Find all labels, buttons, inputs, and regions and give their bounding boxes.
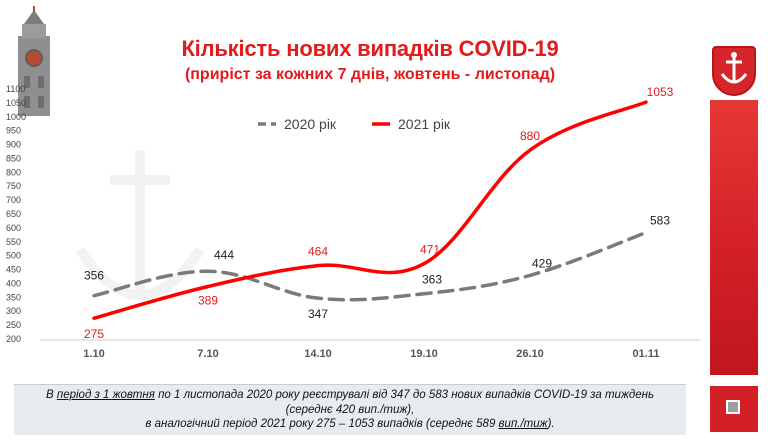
y-tick-label: 250 xyxy=(6,320,21,330)
footer-line3-post: ). xyxy=(547,418,555,430)
city-crest-logo xyxy=(712,46,756,96)
x-tick-label: 19.10 xyxy=(410,348,438,360)
footer-line3-pre: в аналогічний період 2021 року 275 – 105… xyxy=(145,418,499,430)
city-tower-logo xyxy=(18,6,50,116)
footer-line2: (середнє 420 вип./тиж), xyxy=(285,403,415,416)
data-label-2020: 356 xyxy=(84,269,104,283)
data-label-2021: 471 xyxy=(420,243,440,257)
y-tick-label: 1100 xyxy=(6,84,25,94)
x-tick-label: 7.10 xyxy=(197,348,218,360)
data-label-2021: 275 xyxy=(84,327,104,341)
series-2021-line xyxy=(92,100,648,320)
y-tick-label: 400 xyxy=(6,278,21,288)
y-tick-label: 800 xyxy=(6,167,21,177)
y-tick-label: 200 xyxy=(6,334,21,344)
data-label-2020: 444 xyxy=(214,248,234,262)
legend-label-2020: 2020 рік xyxy=(284,116,337,132)
data-label-2021: 389 xyxy=(198,294,218,308)
y-tick-label: 1000 xyxy=(6,112,26,122)
y-tick-label: 500 xyxy=(6,251,21,261)
data-label-2020: 363 xyxy=(422,273,442,287)
footer-note: В період з 1 жовтня по 1 листопада 2020 … xyxy=(24,388,676,432)
footer-line1-rest: по 1 листопада 2020 року реєструвалі від… xyxy=(154,389,654,401)
data-label-2020: 429 xyxy=(532,256,552,270)
y-tick-label: 700 xyxy=(6,195,21,205)
x-tick-label: 01.11 xyxy=(633,348,660,360)
y-tick-label: 850 xyxy=(6,153,21,163)
legend-label-2021: 2021 рік xyxy=(398,116,451,132)
nav-square-button[interactable] xyxy=(710,386,758,432)
footer-box xyxy=(14,384,686,435)
x-tick-label: 26.10 xyxy=(516,348,544,360)
series-2020-line xyxy=(92,230,648,302)
y-tick-label: 950 xyxy=(6,126,21,136)
data-label-2021: 880 xyxy=(520,129,540,143)
x-tick-label: 1.10 xyxy=(83,348,104,360)
y-tick-label: 650 xyxy=(6,209,21,219)
data-label-2021: 464 xyxy=(308,245,328,259)
data-label-2020: 583 xyxy=(650,214,670,228)
y-tick-label: 450 xyxy=(6,265,21,275)
square-icon xyxy=(726,400,740,414)
data-label-2021: 1053 xyxy=(647,85,674,99)
y-tick-label: 900 xyxy=(6,140,21,150)
footer-line3-underlined: вип./тиж xyxy=(498,418,548,430)
footer-line1-underlined: період з 1 жовтня xyxy=(56,389,155,401)
y-tick-label: 300 xyxy=(6,306,21,316)
x-tick-label: 14.10 xyxy=(304,348,332,360)
side-panel xyxy=(710,100,758,375)
y-tick-label: 750 xyxy=(6,181,21,191)
data-label-2020: 347 xyxy=(308,307,328,321)
y-tick-label: 1050 xyxy=(6,98,26,108)
y-tick-label: 550 xyxy=(6,237,21,247)
watermark-anchor-icon xyxy=(75,150,205,300)
chart-subtitle: (приріст за кожних 7 днів, жовтень - лис… xyxy=(184,66,556,83)
y-tick-label: 350 xyxy=(6,292,21,302)
footer-line1-pre: В xyxy=(46,389,57,401)
chart-title: Кількість нових випадків COVID-19 xyxy=(181,36,559,61)
y-tick-label: 600 xyxy=(6,223,21,233)
